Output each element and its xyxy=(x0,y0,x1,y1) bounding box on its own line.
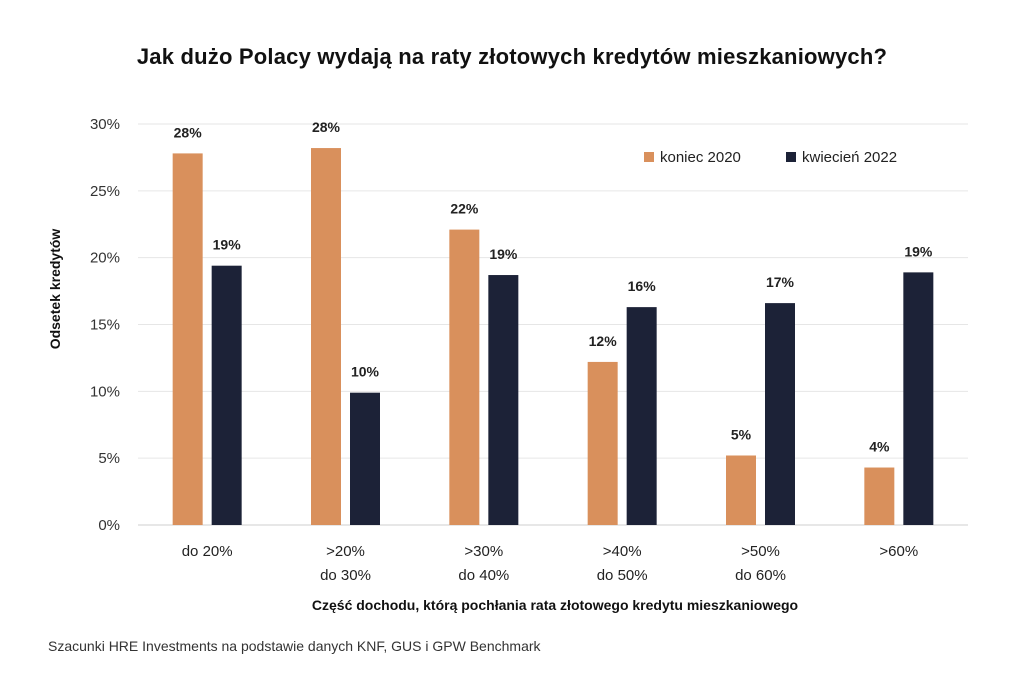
bar-kwiecien-2022 xyxy=(350,392,380,525)
x-axis-title: Część dochodu, którą pochłania rata złot… xyxy=(312,597,798,613)
legend-label: koniec 2020 xyxy=(660,149,741,166)
chart-title: Jak dużo Polacy wydają na raty złotowych… xyxy=(136,44,888,69)
y-axis-title: Odsetek kredytów xyxy=(47,229,63,350)
bar-kwiecien-2022 xyxy=(626,307,657,525)
y-tick-label: 10% xyxy=(90,383,120,400)
bar-chart: 0% 5% 10% 15% 20% 25% 30% 28% 19% 28% 10% 22% 19% 12… xyxy=(47,116,968,613)
y-tick-label: 30% xyxy=(90,116,120,133)
bar-koniec-2020 xyxy=(587,361,618,525)
data-label: 19% xyxy=(213,237,242,253)
data-label: 5% xyxy=(731,426,752,442)
y-tick-label: 5% xyxy=(98,450,120,467)
bar-koniec-2020 xyxy=(864,467,895,525)
data-label: 10% xyxy=(351,364,380,380)
y-tick-label: 15% xyxy=(90,317,120,334)
bar-koniec-2020 xyxy=(449,229,480,525)
bars xyxy=(172,148,934,525)
bar-koniec-2020 xyxy=(726,455,756,525)
data-label: 12% xyxy=(589,333,618,349)
x-tick-label: >30% xyxy=(464,543,503,560)
x-axis-categories: do 20% >20% do 30% >30% do 40% >40% do 50% >50%… xyxy=(182,543,919,584)
gridlines xyxy=(138,123,968,526)
bar-kwiecien-2022 xyxy=(903,272,934,525)
data-label: 28% xyxy=(312,119,341,135)
data-label: 4% xyxy=(869,439,890,455)
data-label: 19% xyxy=(904,243,933,259)
y-tick-label: 20% xyxy=(90,250,120,267)
y-tick-label: 0% xyxy=(98,517,120,534)
bar-koniec-2020 xyxy=(311,148,341,525)
x-tick-label: >50% xyxy=(741,543,780,560)
x-tick-label: do 50% xyxy=(597,567,648,584)
legend-swatch xyxy=(786,152,796,162)
bar-kwiecien-2022 xyxy=(765,303,795,525)
x-tick-label: >40% xyxy=(603,543,642,560)
data-labels: 28% 19% 28% 10% 22% 19% 12% 16% 5% 17% 4% 19% xyxy=(174,119,933,454)
source-note: Szacunki HRE Investments na podstawie da… xyxy=(48,638,541,654)
x-tick-label: do 40% xyxy=(458,567,509,584)
x-tick-label: >60% xyxy=(879,543,918,560)
legend-swatch xyxy=(644,152,654,162)
data-label: 16% xyxy=(628,278,657,294)
y-tick-label: 25% xyxy=(90,183,120,200)
y-axis-ticks: 0% 5% 10% 15% 20% 25% 30% xyxy=(90,116,120,534)
x-tick-label: do 60% xyxy=(735,567,786,584)
x-tick-label: do 30% xyxy=(320,567,371,584)
bar-kwiecien-2022 xyxy=(211,265,242,525)
data-label: 17% xyxy=(766,274,795,290)
x-tick-label: >20% xyxy=(326,543,365,560)
x-tick-label: do 20% xyxy=(182,543,233,560)
legend-label: kwiecień 2022 xyxy=(802,149,897,166)
bar-koniec-2020 xyxy=(172,153,203,525)
data-label: 19% xyxy=(489,246,518,262)
legend: koniec 2020 kwiecień 2022 xyxy=(644,149,897,166)
data-label: 28% xyxy=(174,124,203,140)
bar-kwiecien-2022 xyxy=(488,275,519,525)
data-label: 22% xyxy=(450,201,479,217)
